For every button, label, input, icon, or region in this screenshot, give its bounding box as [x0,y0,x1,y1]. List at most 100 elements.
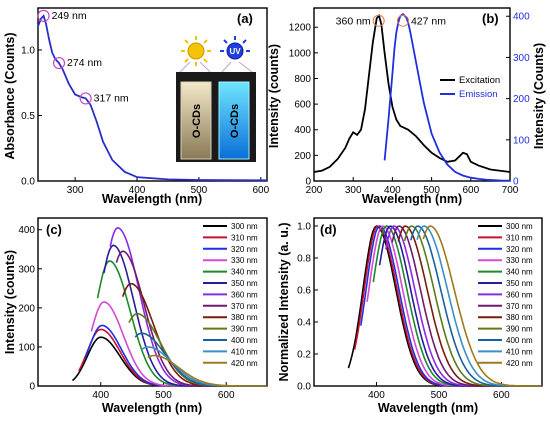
legend-label: 370 nm [231,302,258,311]
panel-b: 200 300 400 500 600 7000200400600800100012000… [267,7,546,206]
panel-d-xlabel: Wavelength (nm) [378,401,478,415]
peak-label: 274 nm [67,57,102,69]
panel-a-xlabel: Wavelength (nm) [102,192,202,206]
legend-label: 320 nm [231,245,258,254]
emission-curve-420 [422,225,542,387]
panel-d-plot-area: 400 500 600 0.0 0.2 0.4 0.6 0.8 1.0 [297,222,542,401]
cuvette-daylight [180,81,212,160]
inset-photo: UV O-CDs O-CDs [176,36,256,162]
excitation-line [313,13,511,173]
panel-c-ylabel: Intensity (counts) [3,250,17,354]
x-tick-label: 500 [423,185,440,196]
legend-label: 420 nm [506,359,533,368]
peak-marker [37,9,50,22]
peak-label: 427 nm [411,16,446,28]
peak-marker [79,92,92,105]
legend-label: 330 nm [231,256,258,265]
legend-label: 360 nm [506,290,533,299]
legend-label: 390 nm [231,325,258,334]
y-tick-label: 0.2 [297,350,311,361]
cuvette-left-label: O-CDs [191,104,203,138]
peak-marker [372,14,385,27]
legend-label: 400 nm [231,336,258,345]
panel-a-tag: (a) [237,11,253,26]
y-tick-label: 0 [29,382,35,393]
panel-d-frame [313,217,543,387]
legend-label: 340 nm [506,268,533,277]
y-tick-label: 0.4 [297,318,311,329]
y-tick-label: 600 [294,100,311,111]
legend-label: 340 nm [231,268,258,277]
panel-c: 400 500 600 0 100 200 300 400 (c) Wavelength (n… [3,217,268,415]
legend-label: 370 nm [506,302,533,311]
legend-label: 420 nm [231,359,258,368]
x-tick-label: 500 [431,390,448,401]
x-tick-label: 300 [345,185,362,196]
y-tick-label: 800 [294,74,311,85]
svg-text:UV: UV [229,47,241,56]
absorbance-line [37,14,267,182]
legend-label: 310 nm [506,233,533,242]
panel-b-frame [313,7,511,182]
y-right-tick-label: 0 [513,177,519,188]
y-tick-label: 1.0 [21,45,35,56]
panel-c-tag: (c) [46,222,62,237]
y-tick-label: 400 [294,125,311,136]
y-tick-label: 1200 [289,23,312,34]
panel-a-plot-area: 300 400 500 600 0.0 0.5 1.0 249 nm 274 nm 317 nm [21,9,270,196]
y-tick-label: 300 [18,264,35,275]
panel-d: 400 500 600 0.0 0.2 0.4 0.6 0.8 1.0 (d) Waveleng… [277,217,543,415]
y-tick-label: 1000 [289,48,312,59]
x-tick-label: 600 [493,390,510,401]
y-tick-label: 0.0 [21,177,35,188]
x-tick-label: 400 [384,185,401,196]
panel-b-ylabel: Intensity (counts) [267,44,281,148]
emission-line [383,13,510,182]
y-tick-label: 1.0 [297,222,311,233]
panel-c-plot-area: 400 500 600 0 100 200 300 400 [18,225,267,401]
y-tick-label: 400 [18,225,35,236]
y-tick-label: 0.0 [297,382,311,393]
y-tick-label: 0 [305,177,311,188]
peak-label: 360 nm [336,16,371,28]
x-tick-label: 600 [462,185,479,196]
panel-b-ylabel-right: Intensity (Counts) [532,43,546,149]
x-tick-label: 600 [218,390,235,401]
legend-label: 320 nm [506,245,533,254]
x-tick-label: 300 [67,185,84,196]
y-tick-label: 200 [18,303,35,314]
x-tick-label: 500 [191,185,208,196]
panel-c-xlabel: Wavelength (nm) [102,401,202,415]
y-tick-label: 0.6 [297,286,311,297]
peak-marker [396,14,409,27]
legend-label: 310 nm [231,233,258,242]
legend-label: 360 nm [231,290,258,299]
y-right-tick-label: 400 [513,12,530,23]
x-tick-label: 500 [155,390,172,401]
x-tick-label: 600 [252,185,269,196]
legend-emission: Emission [459,89,498,100]
y-tick-label: 100 [18,342,35,353]
panel-c-frame [37,217,268,387]
panel-b-xlabel: Wavelength (nm) [362,192,462,206]
panel-d-legend: 300 nm 310 nm 320 nm 330 nm 340 nm 350 nm 360 … [478,222,533,368]
legend-label: 330 nm [506,256,533,265]
y-tick-label: 200 [294,151,311,162]
legend-label: 300 nm [506,222,533,231]
x-tick-label: 700 [502,185,519,196]
y-tick-label: 0.5 [21,111,35,122]
panel-c-legend: 300 nm 310 nm 320 nm 330 nm 340 nm 350 nm 360 … [203,222,258,368]
legend-label: 380 nm [231,313,258,322]
y-tick-label: 0.8 [297,254,311,265]
panel-b-tag: (b) [482,11,499,26]
y-right-tick-label: 300 [513,53,530,64]
legend-label: 380 nm [506,313,533,322]
sun-icon [181,36,211,66]
peak-marker [52,56,66,70]
panel-a-frame [37,7,268,182]
legend-label: 350 nm [231,279,258,288]
x-tick-label: 200 [306,185,323,196]
emission-curve-420 [147,354,267,387]
panel-d-ylabel: Normalized Intensity (a. u.) [277,222,291,381]
